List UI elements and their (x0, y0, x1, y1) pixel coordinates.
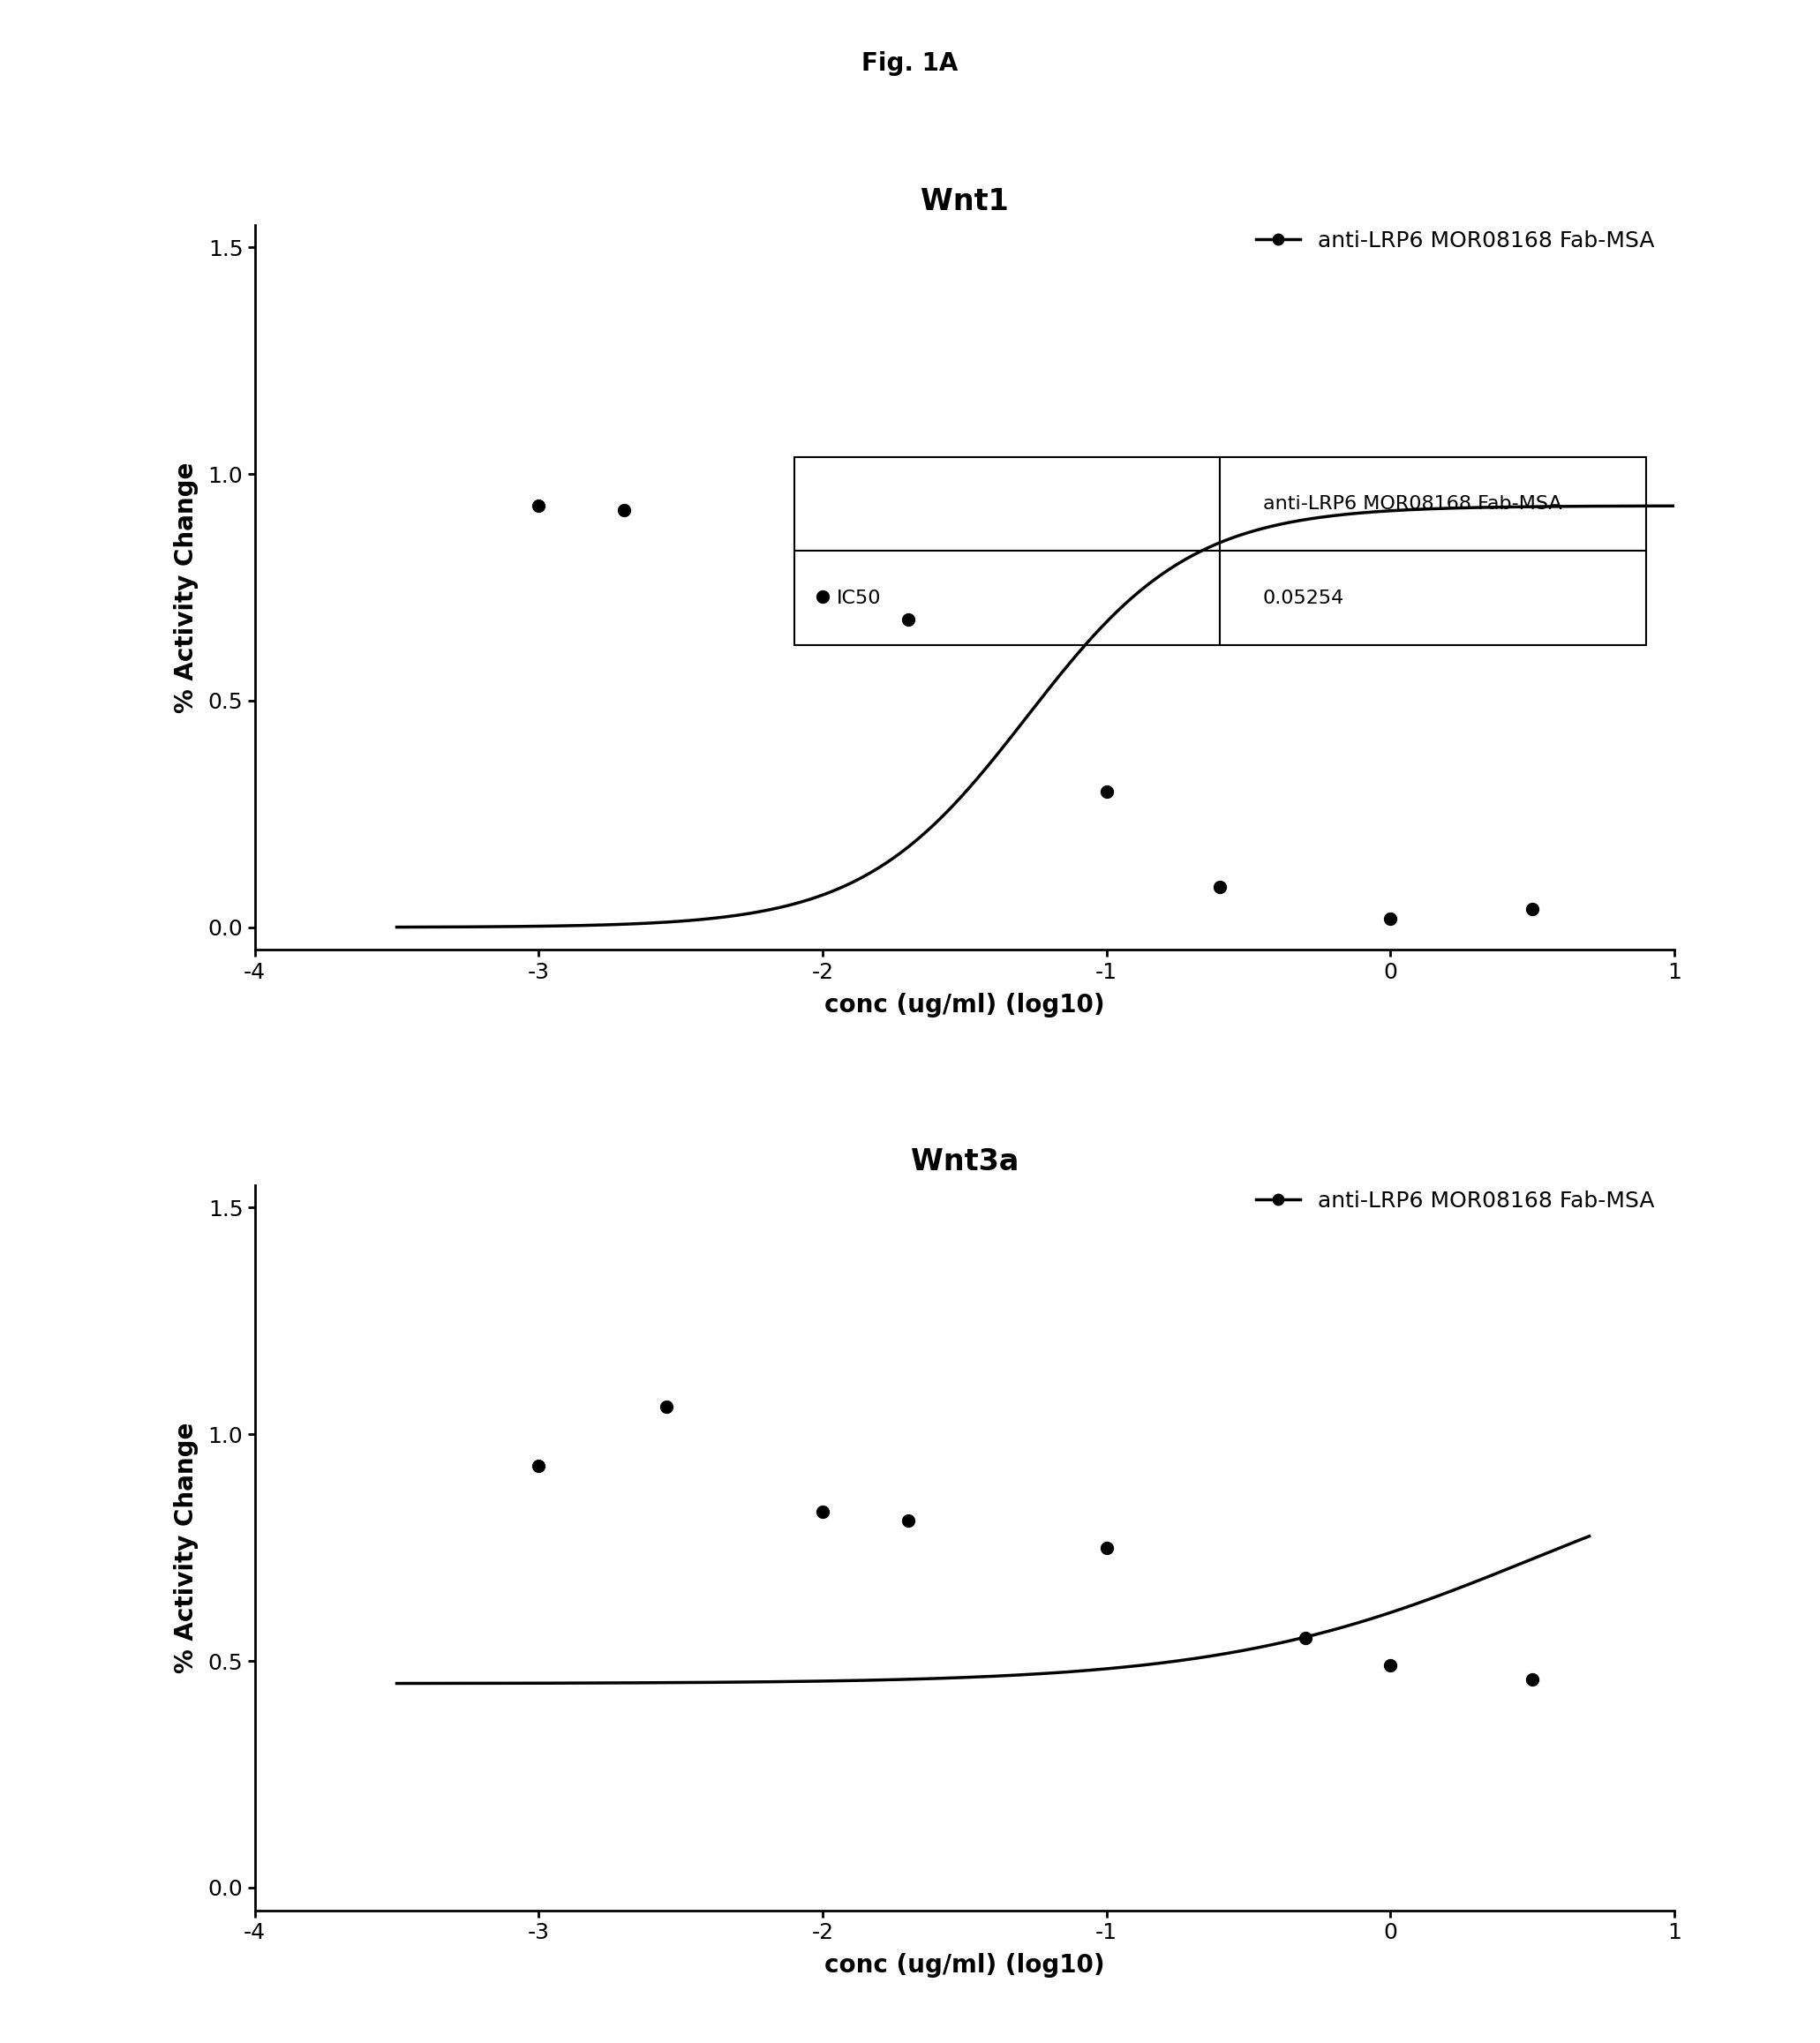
Legend: anti-LRP6 MOR08168 Fab-MSA: anti-LRP6 MOR08168 Fab-MSA (1247, 221, 1663, 259)
X-axis label: conc (ug/ml) (log10): conc (ug/ml) (log10) (824, 993, 1105, 1017)
Y-axis label: % Activity Change: % Activity Change (173, 1422, 198, 1673)
Title: Wnt1: Wnt1 (921, 188, 1008, 217)
Legend: anti-LRP6 MOR08168 Fab-MSA: anti-LRP6 MOR08168 Fab-MSA (1247, 1181, 1663, 1220)
Title: Wnt3a: Wnt3a (910, 1148, 1019, 1177)
Y-axis label: % Activity Change: % Activity Change (173, 462, 198, 713)
Text: Fig. 1A: Fig. 1A (861, 51, 959, 76)
X-axis label: conc (ug/ml) (log10): conc (ug/ml) (log10) (824, 1953, 1105, 1978)
